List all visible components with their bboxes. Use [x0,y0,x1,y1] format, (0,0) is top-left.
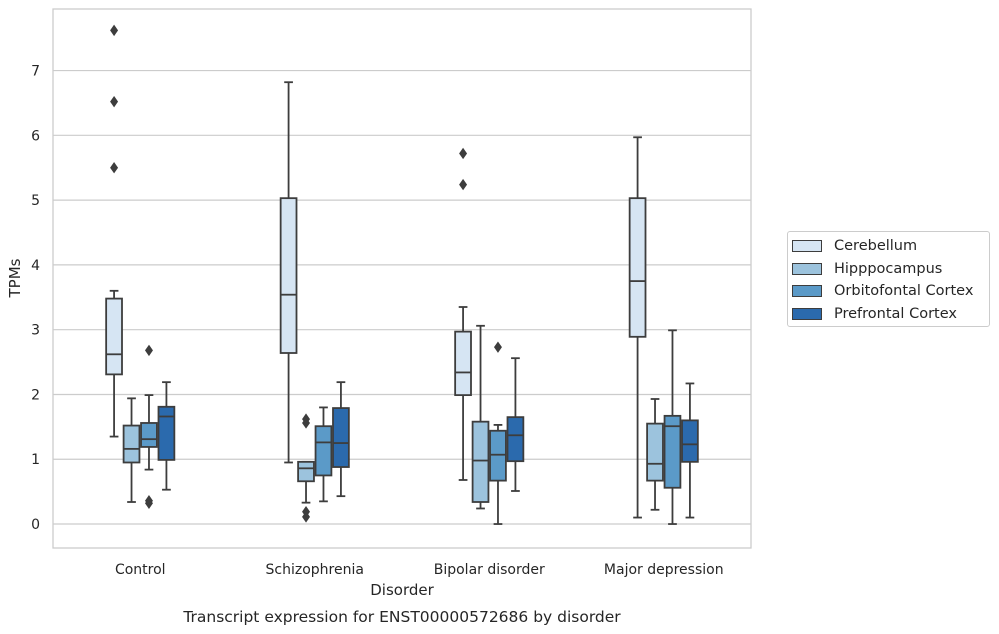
x-axis-label: Disorder [370,581,434,599]
box-iqr [332,407,350,468]
box-prefrontal-cortex [157,381,176,491]
box-groups [105,24,699,525]
y-tick-label: 7 [31,64,40,80]
legend-item: Orbitofontal Cortex [792,280,989,303]
outlier-point [493,341,502,353]
box-orbitofontal-cortex [314,406,333,503]
box-prefrontal-cortex [681,382,699,519]
outlier-point [110,95,119,108]
outlier-point [144,344,153,357]
y-tick-label: 0 [31,517,40,533]
legend-item: Cerebellum [792,235,989,258]
legend-item: Hipppocampus [792,258,989,281]
box-iqr [122,424,141,464]
box-cerebellum [105,24,123,438]
box-cerebellum [628,136,647,519]
legend-label: Hipppocampus [834,260,943,277]
box-cerebellum [279,81,298,464]
box-iqr [681,419,699,463]
legend: Cerebellum Hipppocampus Orbitofontal Cor… [787,231,990,327]
box-iqr [471,420,490,503]
x-tick-label: Control [115,562,166,578]
box-iqr [157,405,176,461]
box-iqr [297,460,315,483]
x-tick-label: Major depression [604,562,724,578]
box-orbitofontal-cortex [489,341,507,525]
plot-frame [52,8,752,549]
legend-swatch [792,240,822,253]
box-iqr [628,197,647,338]
box-iqr [506,416,525,463]
y-tick-label: 1 [31,452,40,468]
box-hipppocampus [471,324,490,510]
legend-swatch [792,307,822,320]
legend-label: Prefrontal Cortex [834,305,957,322]
legend-label: Cerebellum [834,238,918,255]
y-tick-labels: 0 1 2 3 4 5 6 7 [31,64,40,533]
outlier-point [302,413,311,425]
x-tick-label: Bipolar disorder [434,562,545,578]
outlier-point [459,147,468,160]
legend-swatch [792,285,822,298]
legend-label: Orbitofontal Cortex [834,283,974,300]
box-hipppocampus [122,397,141,503]
legend-swatch [792,262,822,275]
outlier-point [302,506,311,518]
y-tick-label: 2 [31,387,40,403]
box-hipppocampus [646,398,664,511]
box-prefrontal-cortex [332,381,350,498]
box-orbitofontal-cortex [663,329,682,525]
x-tick-label: Schizophrenia [266,562,364,578]
y-tick-label: 5 [31,193,40,209]
box-iqr [646,422,664,482]
box-orbitofontal-cortex [140,344,158,509]
x-tick-labels: Control Schizophrenia Bipolar disorder Majo… [115,562,724,578]
box-iqr [279,197,298,354]
box-iqr [663,414,682,489]
box-hipppocampus [297,413,315,523]
box-iqr [105,297,123,376]
y-tick-label: 3 [31,323,40,339]
y-axis-label: TPMs [6,258,24,298]
outlier-point [110,24,119,37]
box-iqr [314,425,333,477]
box-iqr [140,422,158,448]
outlier-point [459,178,468,191]
y-tick-label: 4 [31,258,40,274]
box-iqr [454,330,472,397]
outlier-point [144,495,153,507]
box-prefrontal-cortex [506,357,525,492]
outlier-point [110,162,119,174]
y-tick-label: 6 [31,128,40,144]
box-iqr [489,429,507,482]
legend-item: Prefrontal Cortex [792,303,989,326]
chart-title: Transcript expression for ENST0000057268… [182,608,621,626]
box-cerebellum [454,147,472,481]
